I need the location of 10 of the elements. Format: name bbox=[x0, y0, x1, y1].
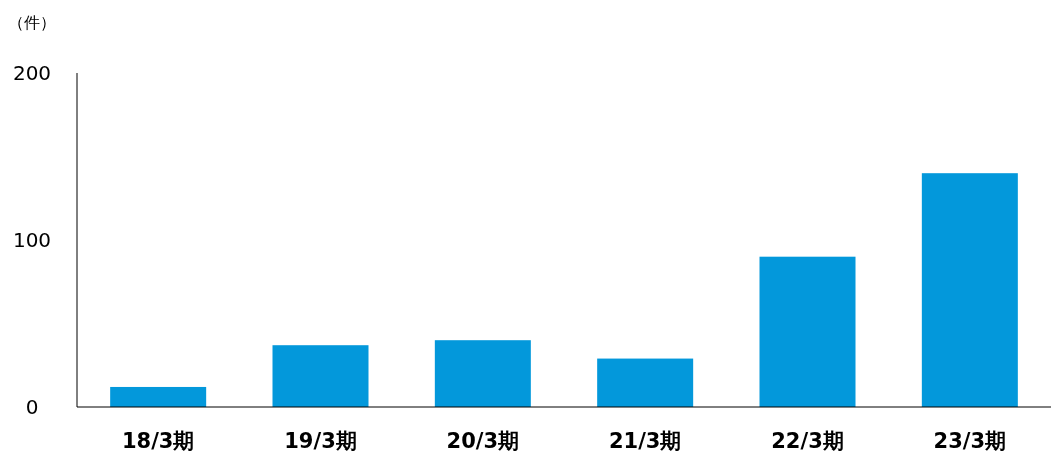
y-tick-label: 100 bbox=[12, 228, 52, 252]
x-tick-label: 19/3期 bbox=[284, 429, 357, 453]
x-tick-label: 23/3期 bbox=[933, 429, 1007, 453]
x-tick-label: 22/3期 bbox=[771, 429, 844, 453]
y-axis-title: （件） bbox=[8, 13, 56, 32]
y-tick-label: 0 bbox=[25, 395, 39, 419]
x-tick-label: 20/3期 bbox=[446, 429, 520, 453]
y-tick-label: 200 bbox=[12, 61, 52, 85]
x-tick-label: 21/3期 bbox=[608, 429, 682, 453]
x-tick-label: 18/3期 bbox=[121, 429, 195, 453]
